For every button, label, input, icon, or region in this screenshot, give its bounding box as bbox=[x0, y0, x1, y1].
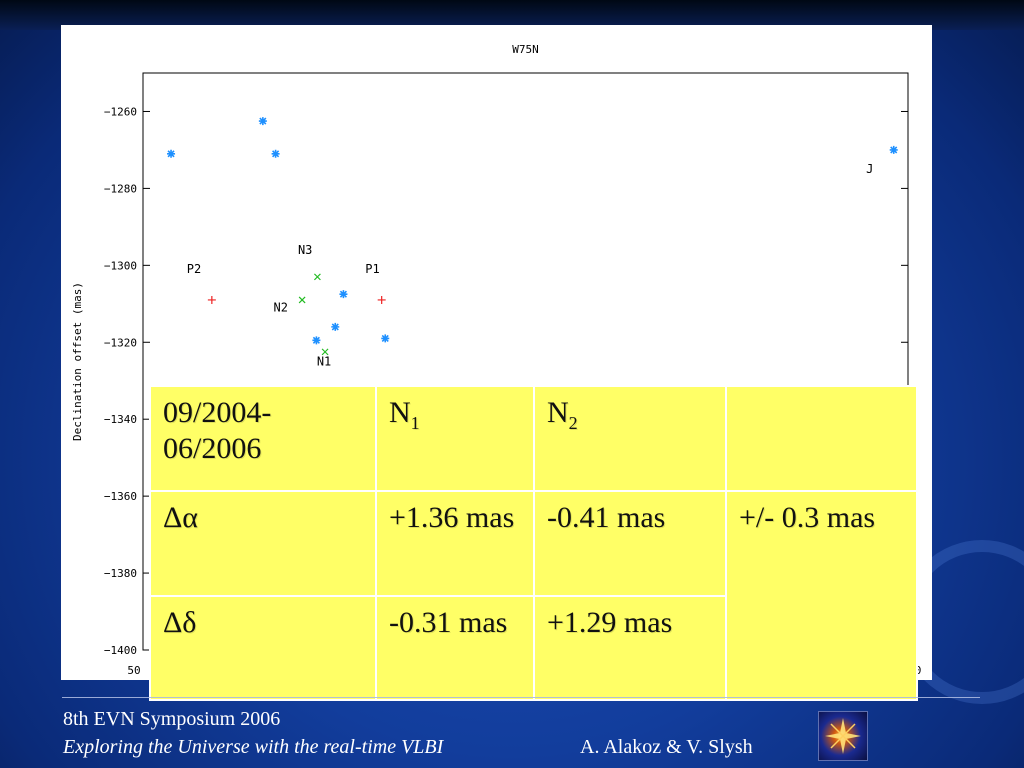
galaxy-star-logo-icon bbox=[818, 711, 868, 761]
table-row: Δα +1.36 mas -0.41 mas +/- 0.3 mas bbox=[149, 490, 918, 701]
maser-spot-cross bbox=[313, 273, 321, 281]
x-tick-label: 0 bbox=[915, 664, 922, 677]
empty-header-cell bbox=[725, 385, 918, 492]
n1-subscript: 1 bbox=[410, 413, 420, 433]
point-annotation-p2: P2 bbox=[187, 262, 201, 276]
table-row: Δδ -0.31 mas +1.29 mas bbox=[149, 595, 917, 701]
delta-alpha-label: Δα bbox=[149, 490, 377, 597]
maser-spot-cross bbox=[298, 296, 306, 304]
n2-subscript: 2 bbox=[568, 413, 578, 433]
point-annotation-n1: N1 bbox=[317, 354, 331, 368]
y-tick-label: −1400 bbox=[104, 644, 137, 657]
uncertainty-cell: +/- 0.3 mas bbox=[725, 490, 918, 701]
point-annotation-n2: N2 bbox=[273, 300, 287, 314]
maser-spot-asterisk bbox=[339, 290, 348, 299]
maser-spot-asterisk bbox=[889, 145, 898, 154]
footer-divider bbox=[62, 697, 980, 698]
point-annotation-p1: P1 bbox=[365, 262, 379, 276]
maser-spot-asterisk bbox=[271, 149, 280, 158]
delta-alpha-n1: +1.36 mas bbox=[375, 490, 535, 597]
point-annotation-n3: N3 bbox=[298, 243, 312, 257]
footer-authors: A. Alakoz & V. Slysh bbox=[580, 736, 753, 758]
y-tick-label: −1340 bbox=[104, 413, 137, 426]
y-axis-label: Declination offset (mas) bbox=[71, 282, 84, 441]
maser-spot-asterisk bbox=[331, 322, 340, 331]
n2-header-cell: N2 bbox=[533, 385, 727, 492]
footer-tagline: Exploring the Universe with the real-tim… bbox=[63, 736, 444, 758]
maser-spot-cross bbox=[321, 348, 329, 356]
maser-spot-plus bbox=[207, 295, 216, 304]
point-annotation-j: J bbox=[866, 162, 873, 176]
footer-event-name: 8th EVN Symposium 2006 bbox=[63, 708, 281, 730]
delta-alpha-n2: -0.41 mas bbox=[533, 490, 727, 597]
n2-base: N bbox=[547, 396, 569, 429]
y-tick-label: −1380 bbox=[104, 567, 137, 580]
y-tick-label: −1300 bbox=[104, 259, 137, 272]
y-tick-label: −1360 bbox=[104, 490, 137, 503]
chart-title: W75N bbox=[512, 43, 539, 56]
delta-delta-n2: +1.29 mas bbox=[533, 595, 727, 701]
n1-base: N bbox=[389, 396, 411, 429]
n1-header-cell: N1 bbox=[375, 385, 535, 492]
maser-spot-asterisk bbox=[258, 117, 267, 126]
epoch-cell: 09/2004-06/2006 bbox=[149, 385, 377, 492]
maser-spot-plus bbox=[377, 295, 386, 304]
table-row: 09/2004-06/2006 N1 N2 bbox=[149, 385, 918, 492]
x-tick-label: 50 bbox=[127, 664, 140, 677]
y-tick-label: −1260 bbox=[104, 105, 137, 118]
y-tick-label: −1280 bbox=[104, 182, 137, 195]
y-tick-label: −1320 bbox=[104, 336, 137, 349]
maser-spot-asterisk bbox=[167, 149, 176, 158]
plot-canvas: W75N Declination offset (mas) −1260 −1280 −1… bbox=[71, 43, 922, 677]
offset-table: 09/2004-06/2006 N1 N2 Δα +1.36 mas -0.41… bbox=[149, 385, 918, 701]
delta-delta-n1: -0.31 mas bbox=[375, 595, 535, 701]
maser-spot-asterisk bbox=[381, 334, 390, 343]
delta-delta-label: Δδ bbox=[149, 595, 377, 701]
maser-spot-asterisk bbox=[312, 336, 321, 345]
